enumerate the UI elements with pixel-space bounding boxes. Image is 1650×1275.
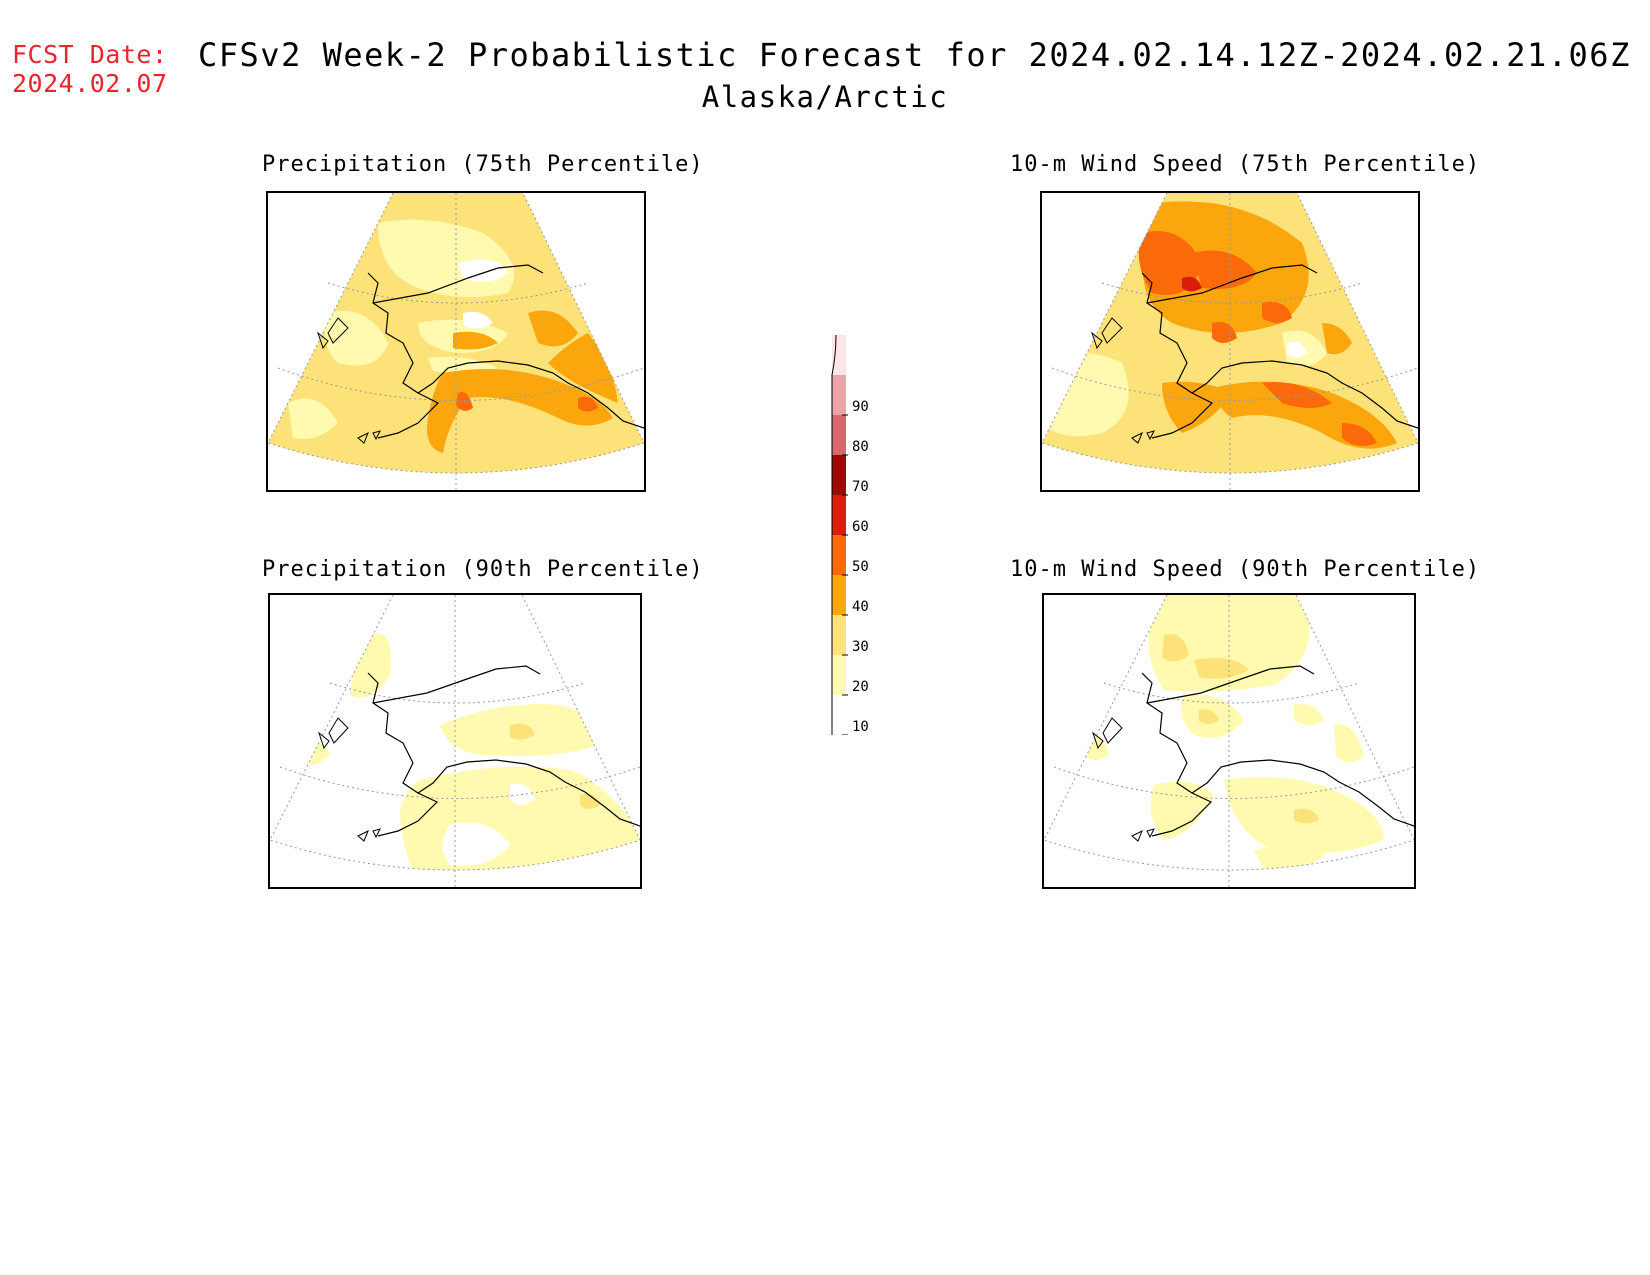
legend-label-80: 80 bbox=[852, 439, 869, 455]
legend-label-30: 30 bbox=[852, 639, 869, 655]
legend-swatch-5 bbox=[832, 495, 846, 535]
legend-swatch-1 bbox=[832, 655, 846, 695]
forecast-date-label: FCST Date: bbox=[12, 40, 168, 69]
legend-label-40: 40 bbox=[852, 599, 869, 615]
panel-title-wind-75: 10-m Wind Speed (75th Percentile) bbox=[1010, 152, 1481, 177]
color-legend: 10 20 30 40 50 60 70 80 90 bbox=[818, 334, 908, 776]
legend-label-90: 90 bbox=[852, 399, 869, 415]
legend-swatch-6 bbox=[832, 455, 846, 495]
legend-label-10: 10 bbox=[852, 719, 869, 735]
legend-label-60: 60 bbox=[852, 519, 869, 535]
map-wind-75 bbox=[1040, 191, 1420, 492]
map-precip-75 bbox=[266, 191, 646, 492]
panel-title-wind-90: 10-m Wind Speed (90th Percentile) bbox=[1010, 557, 1481, 582]
legend-swatch-8 bbox=[832, 375, 846, 415]
legend-cap-top bbox=[831, 334, 837, 376]
map-wind-90 bbox=[1042, 593, 1416, 889]
legend-swatch-4 bbox=[832, 535, 846, 575]
legend-swatch-2 bbox=[832, 615, 846, 655]
panel-title-precip-75: Precipitation (75th Percentile) bbox=[262, 152, 704, 177]
legend-swatch-7 bbox=[832, 415, 846, 455]
map-title: CFSv2 Week-2 Probabilistic Forecast for … bbox=[198, 36, 1631, 74]
forecast-date-value: 2024.02.07 bbox=[12, 69, 168, 98]
legend-label-50: 50 bbox=[852, 559, 869, 575]
legend-label-20: 20 bbox=[852, 679, 869, 695]
legend-label-70: 70 bbox=[852, 479, 869, 495]
map-precip-90 bbox=[268, 593, 642, 889]
forecast-date-block: FCST Date: 2024.02.07 bbox=[12, 40, 168, 98]
legend-swatch-3 bbox=[832, 575, 846, 615]
map-subtitle: Alaska/Arctic bbox=[701, 80, 949, 114]
legend-swatch-9 bbox=[832, 335, 846, 375]
panel-title-precip-90: Precipitation (90th Percentile) bbox=[262, 557, 704, 582]
